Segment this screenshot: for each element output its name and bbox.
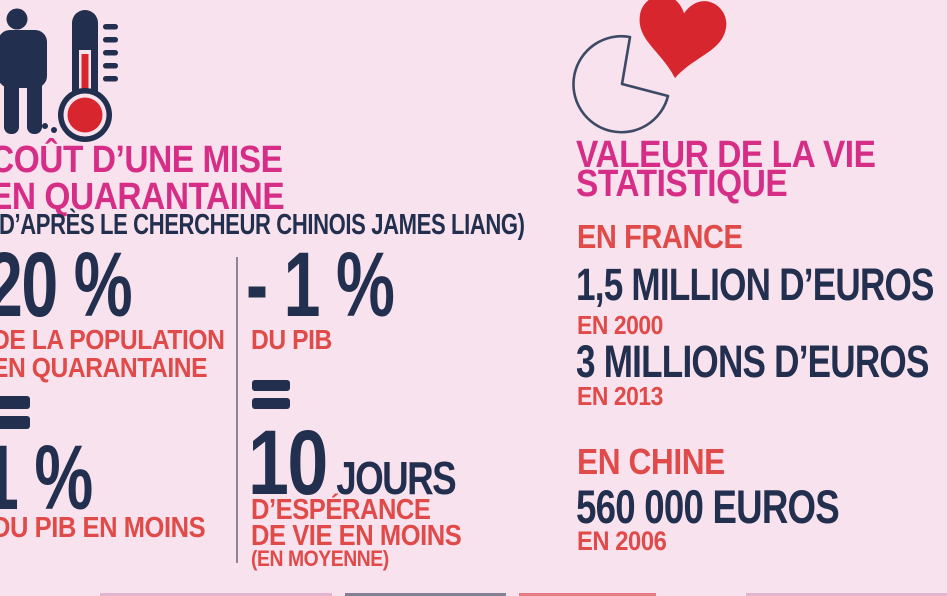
france-label: EN FRANCE (577, 218, 743, 255)
population-percent-value: 20 % (0, 234, 133, 336)
pie-chart-icon (572, 35, 670, 134)
column-divider (236, 257, 238, 563)
person-thermometer-icon (0, 8, 118, 142)
life-expectancy-note: (EN MOYENNE) (251, 546, 389, 571)
population-label-line2: EN QUARANTAINE (0, 352, 208, 383)
life-expectancy-label-line2: DE VIE EN MOINS (251, 520, 462, 552)
footer-bar-segment (519, 593, 656, 596)
heart-icon (639, 0, 727, 79)
du-pib-label: DU PIB (251, 324, 332, 355)
days-number: 10 (248, 412, 328, 514)
quarantine-subtitle: (D’APRÈS LE CHERCHEUR CHINOIS JAMES LIAN… (0, 209, 525, 241)
china-label: EN CHINE (577, 441, 725, 482)
gdp-loss-value: 1 % (0, 427, 93, 529)
china-value: 560 000 EUROS (576, 480, 840, 533)
life-value-title-line2: STATISTIQUE (576, 163, 788, 205)
life-expectancy-value: 10 JOURS (248, 417, 457, 509)
footer-bar-segment (746, 593, 947, 596)
france-year-2013: EN 2013 (577, 381, 663, 411)
thermometer-icon (58, 10, 118, 142)
gdp-loss-label: DU PIB EN MOINS (0, 512, 206, 544)
france-value-2013: 3 MILLIONS D’EUROS (576, 336, 929, 387)
quarantine-title-line2: EN QUARANTAINE (0, 176, 285, 218)
life-expectancy-label-line1: D’ESPÉRANCE (251, 494, 431, 526)
person-icon (0, 8, 47, 134)
france-year-2000: EN 2000 (577, 310, 663, 340)
population-label-line1: DE LA POPULATION (0, 324, 225, 355)
france-value-2000: 1,5 MILLION D’EUROS (576, 259, 934, 310)
footer-bar-segment (100, 593, 332, 596)
quarantine-title-line1: COÛT D’UNE MISE (0, 139, 283, 181)
china-year: EN 2006 (577, 526, 667, 556)
footer-bar-segment (345, 593, 506, 596)
dotted-line (33, 118, 57, 133)
life-value-title-line1: VALEUR DE LA VIE (576, 134, 876, 176)
days-unit: JOURS (336, 452, 456, 504)
pie-heart-icon (572, 0, 727, 134)
minus-one-percent-value: - 1 % (246, 234, 395, 336)
